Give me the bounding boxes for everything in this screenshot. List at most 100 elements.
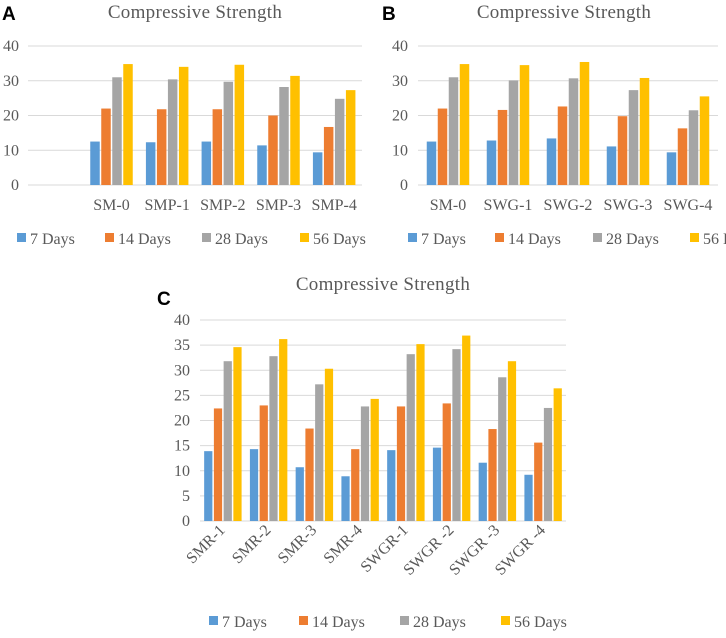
bar (448, 77, 459, 185)
y-tick-label: 5 (182, 488, 190, 505)
y-tick-label: 0 (182, 513, 190, 530)
bar (223, 81, 234, 185)
bar (290, 75, 300, 185)
bar (201, 141, 212, 185)
x-tick-label: SM-0 (93, 197, 129, 214)
y-tick-label: 40 (392, 38, 408, 55)
legend-label: 56 Days (313, 231, 366, 248)
x-tick-label: SWGR -4 (492, 522, 549, 579)
x-tick-label: SWG-4 (664, 197, 713, 214)
bar (345, 90, 356, 185)
bar (557, 106, 568, 185)
bar (370, 398, 379, 521)
legend-label: 28 Days (413, 614, 466, 631)
panel-a-chart: A Compressive Strength 0 10 20 30 40 SM-0 SMP… (2, 2, 366, 248)
bar (432, 447, 442, 521)
bar (295, 467, 304, 521)
x-tick-label: SMR-4 (321, 522, 366, 567)
x-tick-label: SWG-1 (484, 197, 533, 214)
bar (268, 115, 278, 185)
bar (396, 406, 406, 521)
bar (688, 110, 699, 185)
bar (606, 146, 617, 185)
bar (123, 64, 133, 185)
bar (269, 356, 278, 521)
x-tick-label: SMR-2 (229, 522, 274, 567)
legend-label: 7 Days (222, 614, 267, 631)
panel-a-letter: A (2, 4, 16, 25)
bar (478, 462, 487, 521)
bar (498, 377, 507, 521)
bar (323, 126, 334, 185)
y-tick-label: 30 (174, 362, 190, 379)
x-tick-label: SMP-1 (144, 197, 189, 214)
bar (628, 90, 639, 185)
bar (524, 474, 533, 521)
bar (508, 80, 519, 185)
bar (213, 408, 223, 521)
legend-swatch (202, 233, 211, 242)
x-tick-label: SM-0 (430, 197, 466, 214)
panel-a-title: Compressive Strength (108, 2, 283, 23)
bar (233, 347, 242, 521)
y-tick-label: 40 (3, 38, 19, 55)
bar (462, 335, 471, 521)
bar (324, 368, 334, 521)
bar (488, 429, 497, 521)
panel-c-title: Compressive Strength (296, 274, 471, 295)
x-tick-label: SMR-3 (275, 522, 320, 567)
legend-label: 28 Days (606, 231, 659, 248)
x-tick-label: SMP-2 (200, 197, 245, 214)
x-tick-label: SMP-4 (311, 197, 356, 214)
bar (249, 449, 259, 521)
bar (351, 449, 360, 521)
bar (507, 361, 517, 521)
bar (677, 128, 688, 185)
legend-swatch (299, 616, 308, 625)
bar (360, 406, 370, 521)
bar (112, 77, 122, 185)
y-tick-label: 10 (392, 142, 408, 159)
bar (167, 79, 178, 185)
bar (178, 66, 189, 185)
bar (442, 403, 451, 521)
bar (437, 108, 448, 185)
bar (534, 442, 543, 521)
legend-swatch (690, 233, 699, 242)
bar (579, 61, 590, 185)
legend-label: 14 Days (508, 231, 561, 248)
y-tick-label: 20 (3, 108, 19, 125)
bar (543, 407, 553, 521)
x-tick-label: SMP-3 (256, 197, 301, 214)
bar (416, 344, 425, 521)
x-tick-label: SMR-1 (183, 522, 228, 567)
bar (406, 354, 415, 521)
legend-swatch (400, 616, 409, 625)
legend-swatch (593, 233, 602, 242)
legend-swatch (495, 233, 504, 242)
panel-b-chart: B Compressive Strength 0 10 20 30 40 SM-0 SWG… (382, 2, 726, 248)
panel-c-letter: C (157, 289, 171, 310)
bar (223, 361, 232, 521)
legend-swatch (300, 233, 309, 242)
bar (617, 116, 628, 185)
y-tick-label: 30 (3, 73, 19, 90)
legend-label: 7 Days (421, 231, 466, 248)
legend-swatch (105, 233, 114, 242)
legend-label: 28 Days (215, 231, 268, 248)
y-tick-label: 20 (392, 108, 408, 125)
bar (568, 78, 579, 185)
bar (257, 145, 267, 185)
legend-label: 56 Days (703, 231, 726, 248)
y-tick-label: 10 (174, 463, 190, 480)
bar (315, 384, 324, 521)
bar (145, 142, 156, 185)
bar (204, 451, 213, 521)
bar (546, 138, 557, 185)
legend-swatch (408, 233, 417, 242)
x-tick-label: SWG-2 (544, 197, 593, 214)
panel-b-letter: B (382, 4, 396, 25)
bar (341, 476, 350, 521)
bar (259, 405, 268, 521)
